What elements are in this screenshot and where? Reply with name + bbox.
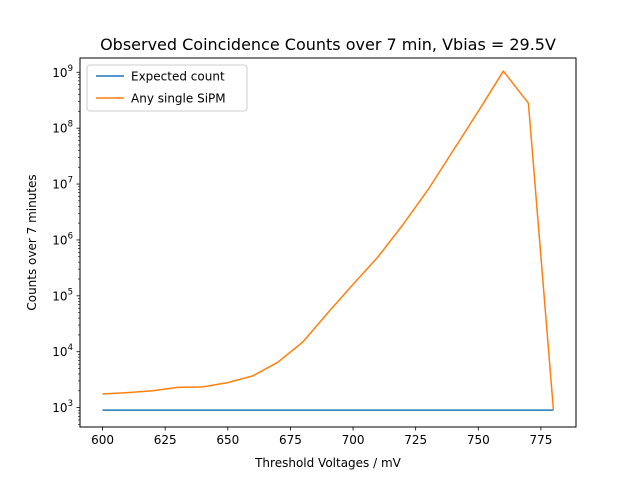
x-tick-label: 750 bbox=[467, 433, 490, 447]
y-axis-label: Counts over 7 minutes bbox=[25, 174, 39, 310]
legend-box bbox=[86, 64, 248, 112]
legend-label-1: Any single SiPM bbox=[131, 92, 226, 106]
x-axis: 600 625 650 675 700 725 750 775 bbox=[91, 427, 552, 447]
y-axis: 103 104 105 106 107 108 109 bbox=[52, 64, 80, 425]
x-tick-label: 725 bbox=[404, 433, 427, 447]
legend: Expected count Any single SiPM bbox=[86, 64, 248, 112]
y-tick-label: 104 bbox=[52, 343, 73, 359]
chart-title: Observed Coincidence Counts over 7 min, … bbox=[100, 35, 556, 54]
y-tick-label: 107 bbox=[52, 176, 73, 192]
x-tick-label: 600 bbox=[91, 433, 114, 447]
x-tick-label: 625 bbox=[154, 433, 177, 447]
series-layer bbox=[102, 70, 555, 411]
y-tick-label: 108 bbox=[52, 120, 73, 136]
y-tick-label: 106 bbox=[52, 231, 73, 247]
x-tick-label: 650 bbox=[216, 433, 239, 447]
y-tick-label: 109 bbox=[52, 64, 73, 80]
x-tick-label: 775 bbox=[529, 433, 552, 447]
series-line-1 bbox=[102, 70, 555, 411]
x-tick-label: 700 bbox=[342, 433, 365, 447]
y-tick-label: 105 bbox=[52, 287, 73, 303]
x-tick-label: 675 bbox=[279, 433, 302, 447]
y-tick-label: 103 bbox=[52, 399, 73, 415]
legend-label-0: Expected count bbox=[131, 70, 225, 84]
x-axis-label: Threshold Voltages / mV bbox=[254, 456, 402, 470]
